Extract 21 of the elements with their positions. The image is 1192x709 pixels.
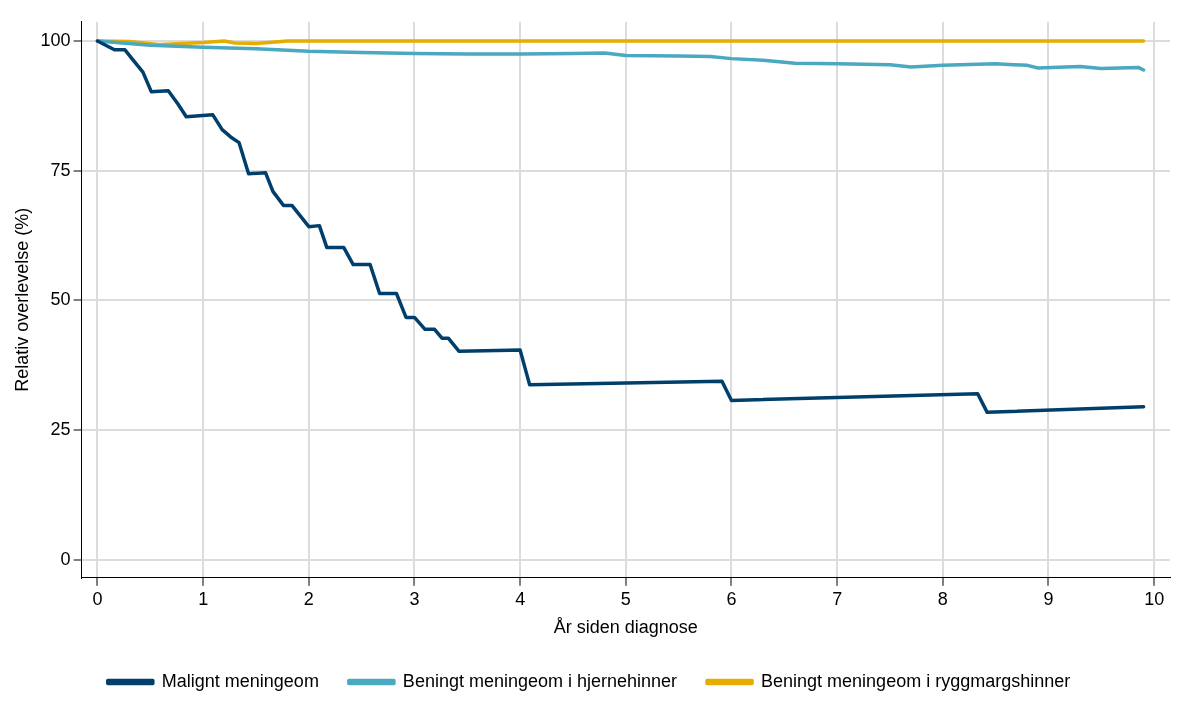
x-tick-label: 4 [515, 588, 526, 609]
y-axis-title: Relativ overlevelse (%) [11, 207, 32, 392]
x-tick-label: 1 [198, 588, 209, 609]
x-tick-label: 0 [92, 588, 103, 609]
x-tick-label: 7 [832, 588, 843, 609]
x-tick-label: 6 [726, 588, 737, 609]
y-tick-label: 75 [50, 159, 71, 180]
x-tick-label: 5 [620, 588, 631, 609]
x-tick-label: 3 [409, 588, 420, 609]
y-tick-label: 50 [50, 289, 71, 310]
y-tick-label: 0 [60, 548, 71, 569]
x-tick-label: 10 [1144, 588, 1165, 609]
x-tick-label: 8 [937, 588, 948, 609]
y-tick-label: 25 [50, 418, 71, 439]
legend-label: Beningt meningeom i ryggmargshinner [761, 670, 1071, 691]
x-tick-label: 2 [303, 588, 314, 609]
x-tick-label: 9 [1043, 588, 1054, 609]
x-axis-title: År siden diagnose [553, 617, 698, 638]
y-tick-label: 100 [40, 29, 71, 50]
legend-label: Malignt meningeom [161, 670, 319, 691]
legend-label: Beningt meningeom i hjernehinner [402, 670, 678, 691]
